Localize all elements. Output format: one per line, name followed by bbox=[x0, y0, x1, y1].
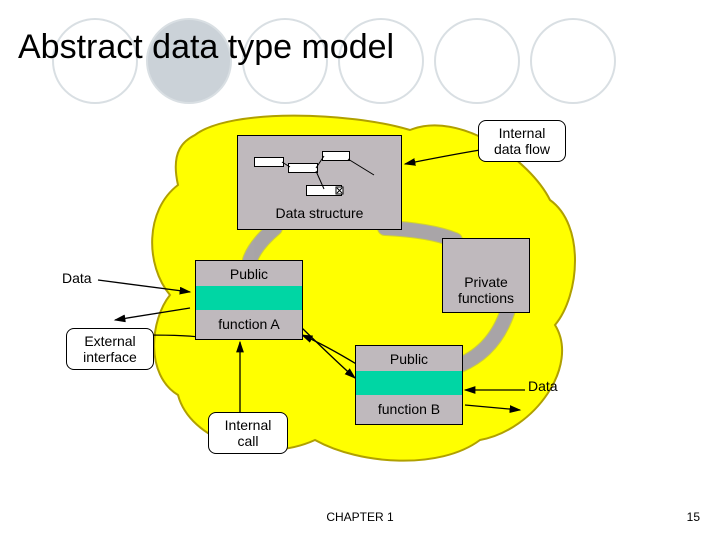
footer-page: 15 bbox=[687, 510, 700, 524]
data-right-label: Data bbox=[528, 378, 558, 394]
private-functions-label1: Private bbox=[464, 274, 508, 290]
public-function-a-box: Public function A bbox=[195, 260, 303, 340]
public-a-bottom-label: function A bbox=[218, 310, 280, 338]
page-title: Abstract data type model bbox=[18, 28, 394, 67]
data-structure-label: Data structure bbox=[276, 205, 364, 227]
internal-call-label: Internal call bbox=[208, 412, 288, 454]
public-b-top-label: Public bbox=[390, 347, 428, 371]
internal-data-flow-label: Internal data flow bbox=[478, 120, 566, 162]
footer-chapter: CHAPTER 1 bbox=[326, 510, 393, 524]
public-function-b-box: Public function B bbox=[355, 345, 463, 425]
data-left-label: Data bbox=[62, 270, 92, 286]
private-functions-label2: functions bbox=[458, 290, 514, 306]
ds-internals bbox=[244, 145, 395, 205]
external-interface-label: External interface bbox=[66, 328, 154, 370]
adt-diagram: Data structure Public function A Public … bbox=[90, 120, 650, 490]
private-functions-box: Private functions bbox=[442, 238, 530, 313]
data-structure-box: Data structure bbox=[237, 135, 402, 230]
public-a-top-label: Public bbox=[230, 262, 268, 286]
public-a-teal-bar bbox=[196, 286, 302, 310]
public-b-bottom-label: function B bbox=[378, 395, 440, 423]
private-functions-spacer bbox=[443, 246, 529, 274]
ds-links bbox=[244, 145, 395, 205]
public-b-teal-bar bbox=[356, 371, 462, 395]
